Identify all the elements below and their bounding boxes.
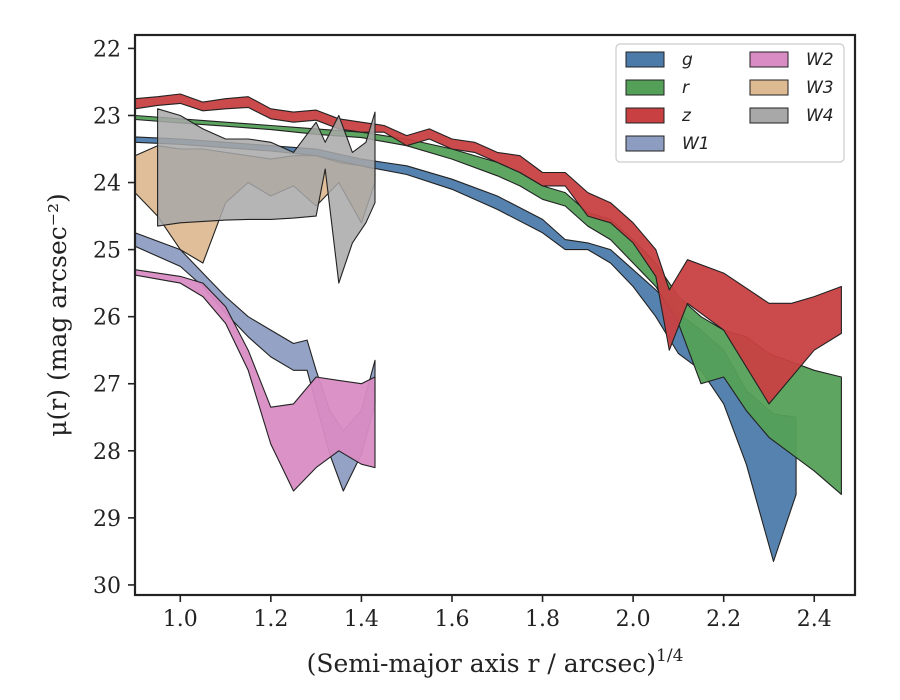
legend-label-w4: W4 (806, 106, 834, 126)
series-band-g (135, 136, 797, 563)
legend-label-w1: W1 (682, 134, 710, 154)
y-tick-label: 24 (93, 172, 121, 197)
y-axis: 22 23 24 25 26 27 28 29 30 (93, 37, 135, 599)
x-tick-label: 2.0 (616, 607, 651, 632)
y-tick-label: 23 (93, 104, 121, 129)
y-tick-label: 29 (93, 507, 121, 532)
legend-label-r: r (682, 78, 690, 98)
y-tick-label: 22 (93, 37, 121, 62)
legend: grz W1 W2 W3 W4 (615, 43, 845, 163)
x-tick-label: 2.4 (797, 607, 832, 632)
y-tick-label: 25 (93, 239, 121, 264)
series-band-z (135, 93, 842, 405)
legend-box (615, 43, 845, 163)
series-band-w4 (157, 108, 376, 284)
legend-swatch-w1 (625, 135, 665, 152)
legend-swatch-w2 (749, 51, 789, 68)
series-band-w2 (135, 269, 376, 492)
x-tick-label: 1.4 (344, 607, 379, 632)
legend-label-w2: W2 (806, 50, 834, 70)
x-axis: 1.0 1.2 1.4 1.6 1.8 2.0 2.2 2.4 (163, 595, 832, 632)
legend-swatch-w3 (749, 79, 789, 96)
plot-frame (133, 33, 857, 597)
x-tick-label: 1.2 (253, 607, 288, 632)
y-tick-label: 26 (93, 306, 121, 331)
legend-swatch-z (625, 107, 665, 124)
y-tick-label: 30 (93, 574, 121, 599)
legend-label-w3: W3 (806, 78, 834, 98)
series-layer (135, 93, 842, 563)
legend-label-z: z (681, 106, 692, 126)
x-axis-label: (Semi-major axis r / arcsec)1/4 (307, 646, 684, 678)
legend-swatch-g (625, 51, 665, 68)
legend-swatch-w4 (749, 107, 789, 124)
y-tick-label: 27 (93, 373, 121, 398)
x-tick-label: 1.8 (525, 607, 560, 632)
series-band-r (135, 114, 842, 495)
y-axis-label: μ(r) (mag arcsec⁻²) (43, 193, 72, 436)
legend-swatch-r (625, 79, 665, 96)
x-tick-label: 1.0 (163, 607, 198, 632)
x-tick-label: 1.6 (434, 607, 469, 632)
y-tick-label: 28 (93, 440, 121, 465)
x-tick-label: 2.2 (706, 607, 741, 632)
legend-label-g: g (682, 50, 693, 70)
